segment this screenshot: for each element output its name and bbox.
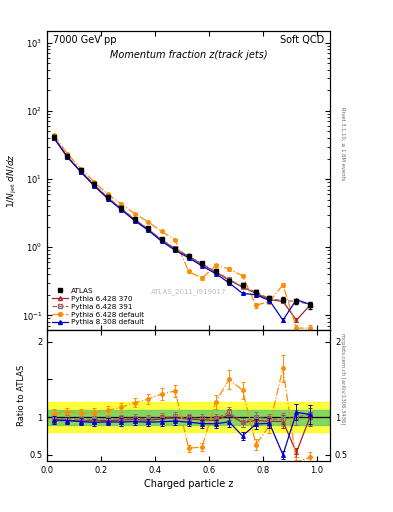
Text: 7000 GeV pp: 7000 GeV pp bbox=[53, 35, 116, 45]
Y-axis label: $1/N_\mathsf{jet}\ dN/dz$: $1/N_\mathsf{jet}\ dN/dz$ bbox=[6, 153, 19, 208]
X-axis label: Charged particle z: Charged particle z bbox=[144, 479, 233, 489]
Y-axis label: Ratio to ATLAS: Ratio to ATLAS bbox=[17, 365, 26, 426]
Text: Momentum fraction z(track jets): Momentum fraction z(track jets) bbox=[110, 50, 268, 60]
Text: Soft QCD: Soft QCD bbox=[280, 35, 325, 45]
Legend: ATLAS, Pythia 6.428 370, Pythia 6.428 391, Pythia 6.428 default, Pythia 8.308 de: ATLAS, Pythia 6.428 370, Pythia 6.428 39… bbox=[51, 287, 145, 327]
Text: mcplots.cern.ch [arXiv:1306.3436]: mcplots.cern.ch [arXiv:1306.3436] bbox=[340, 333, 345, 424]
Text: ATLAS_2011_I919017: ATLAS_2011_I919017 bbox=[151, 288, 226, 294]
Text: Rivet 3.1.10, ≥ 1.6M events: Rivet 3.1.10, ≥ 1.6M events bbox=[340, 106, 345, 180]
